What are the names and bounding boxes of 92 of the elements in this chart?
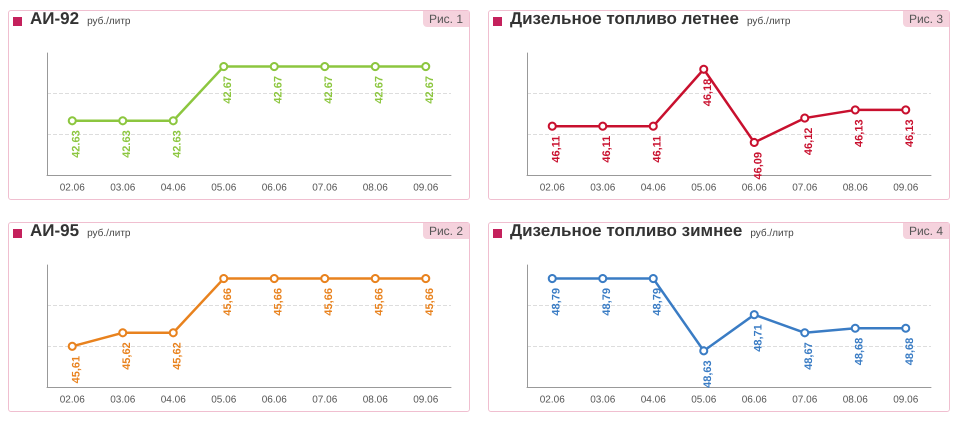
data-label: 46,11 [651, 136, 664, 163]
point [901, 324, 910, 333]
point [598, 274, 608, 284]
data-label: 45,66 [322, 288, 335, 316]
point [850, 105, 860, 114]
chart-subtitle: руб./литр [87, 16, 130, 27]
x-tick-label: 06.06 [742, 182, 768, 194]
data-label: 45,66 [373, 288, 386, 316]
data-label: 46,13 [853, 119, 866, 147]
data-label: 42.63 [171, 130, 184, 158]
data-label: 46,11 [600, 136, 613, 163]
chart-subtitle: руб./литр [87, 228, 130, 239]
x-tick-label: 02.06 [540, 394, 566, 406]
x-tick-label: 03.06 [110, 182, 136, 194]
x-tick-label: 09.06 [413, 394, 439, 406]
x-tick-label: 09.06 [893, 394, 919, 406]
chart-title: АИ-92 [30, 9, 80, 29]
x-tick-label: 02.06 [540, 182, 566, 194]
x-tick-label: 07.06 [312, 182, 338, 194]
x-tick-label: 09.06 [413, 182, 439, 194]
point [548, 122, 557, 131]
x-tick-label: 05.06 [211, 182, 237, 194]
x-tick-label: 04.06 [640, 394, 666, 406]
x-tick-label: 05.06 [691, 182, 717, 194]
data-label: 45,61 [70, 356, 82, 384]
text: Рис. 4 [902, 223, 949, 239]
data-label: 48,67 [802, 342, 815, 370]
data-label: 42.67 [272, 76, 284, 104]
x-tick-label: 08.06 [842, 182, 868, 194]
data-label: 46,13 [904, 119, 916, 147]
chart-subtitle: руб./литр [746, 16, 790, 27]
x-tick-label: 05.06 [211, 394, 237, 406]
chart-subtitle: руб./литр [750, 228, 794, 239]
chart-title: Дизельное топливо летнее [510, 9, 739, 29]
x-tick-label: 04.06 [160, 182, 186, 194]
point [901, 105, 910, 114]
point [699, 346, 708, 356]
data-label: 45,66 [222, 288, 234, 316]
data-label: 48,63 [702, 360, 714, 388]
x-tick-label: 06.06 [262, 182, 288, 194]
data-label: 48,68 [853, 338, 866, 366]
data-label: 46,12 [802, 128, 815, 156]
point [548, 274, 557, 284]
data-label: 46,11 [550, 136, 562, 163]
x-tick-label: 09.06 [893, 182, 919, 194]
data-label: 42.67 [424, 76, 436, 104]
data-label: 42.67 [222, 76, 234, 104]
chart-title: Дизельное топливо зимнее [510, 221, 742, 241]
x-tick-label: 05.06 [691, 394, 717, 406]
x-tick-label: 03.06 [110, 394, 136, 406]
point [648, 274, 658, 284]
data-label: 48,68 [904, 338, 916, 366]
x-tick-label: 04.06 [640, 182, 666, 194]
text: Рис. 2 [422, 223, 469, 239]
data-label: 48,79 [600, 288, 613, 316]
data-label: 45,66 [424, 288, 436, 316]
x-tick-label: 06.06 [262, 394, 288, 406]
point [850, 324, 860, 333]
x-tick-label: 03.06 [590, 182, 616, 194]
point [648, 122, 658, 131]
chart-title: АИ-95 [30, 221, 80, 241]
point [699, 64, 708, 74]
data-label: 48,71 [752, 324, 764, 352]
data-label: 45,66 [272, 288, 284, 316]
x-tick-label: 06.06 [742, 394, 768, 406]
point [750, 138, 759, 147]
x-tick-label: 07.06 [792, 394, 818, 406]
point [750, 310, 759, 320]
x-tick-label: 08.06 [362, 182, 388, 194]
data-label: 46,18 [702, 78, 714, 106]
x-tick-label: 08.06 [362, 394, 388, 406]
text: Рис. 3 [902, 11, 949, 27]
data-label: 45,62 [120, 342, 133, 370]
point [598, 122, 608, 131]
data-label: 42.67 [373, 76, 386, 104]
point [800, 114, 810, 123]
x-tick-label: 08.06 [842, 394, 868, 406]
data-label: 42.63 [120, 130, 133, 158]
data-label: 42.67 [322, 76, 335, 104]
data-label: 46,09 [752, 152, 764, 180]
point [800, 328, 810, 338]
data-label: 48,79 [651, 288, 664, 316]
data-label: 48,79 [550, 288, 562, 316]
data-label: 45,62 [171, 342, 184, 370]
x-tick-label: 02.06 [60, 182, 86, 194]
x-tick-label: 07.06 [312, 394, 338, 406]
x-tick-label: 02.06 [60, 394, 86, 406]
x-tick-label: 04.06 [160, 394, 186, 406]
x-tick-label: 07.06 [792, 182, 818, 194]
x-tick-label: 03.06 [590, 394, 616, 406]
text: Рис. 1 [422, 11, 469, 27]
data-label: 42.63 [70, 130, 82, 158]
